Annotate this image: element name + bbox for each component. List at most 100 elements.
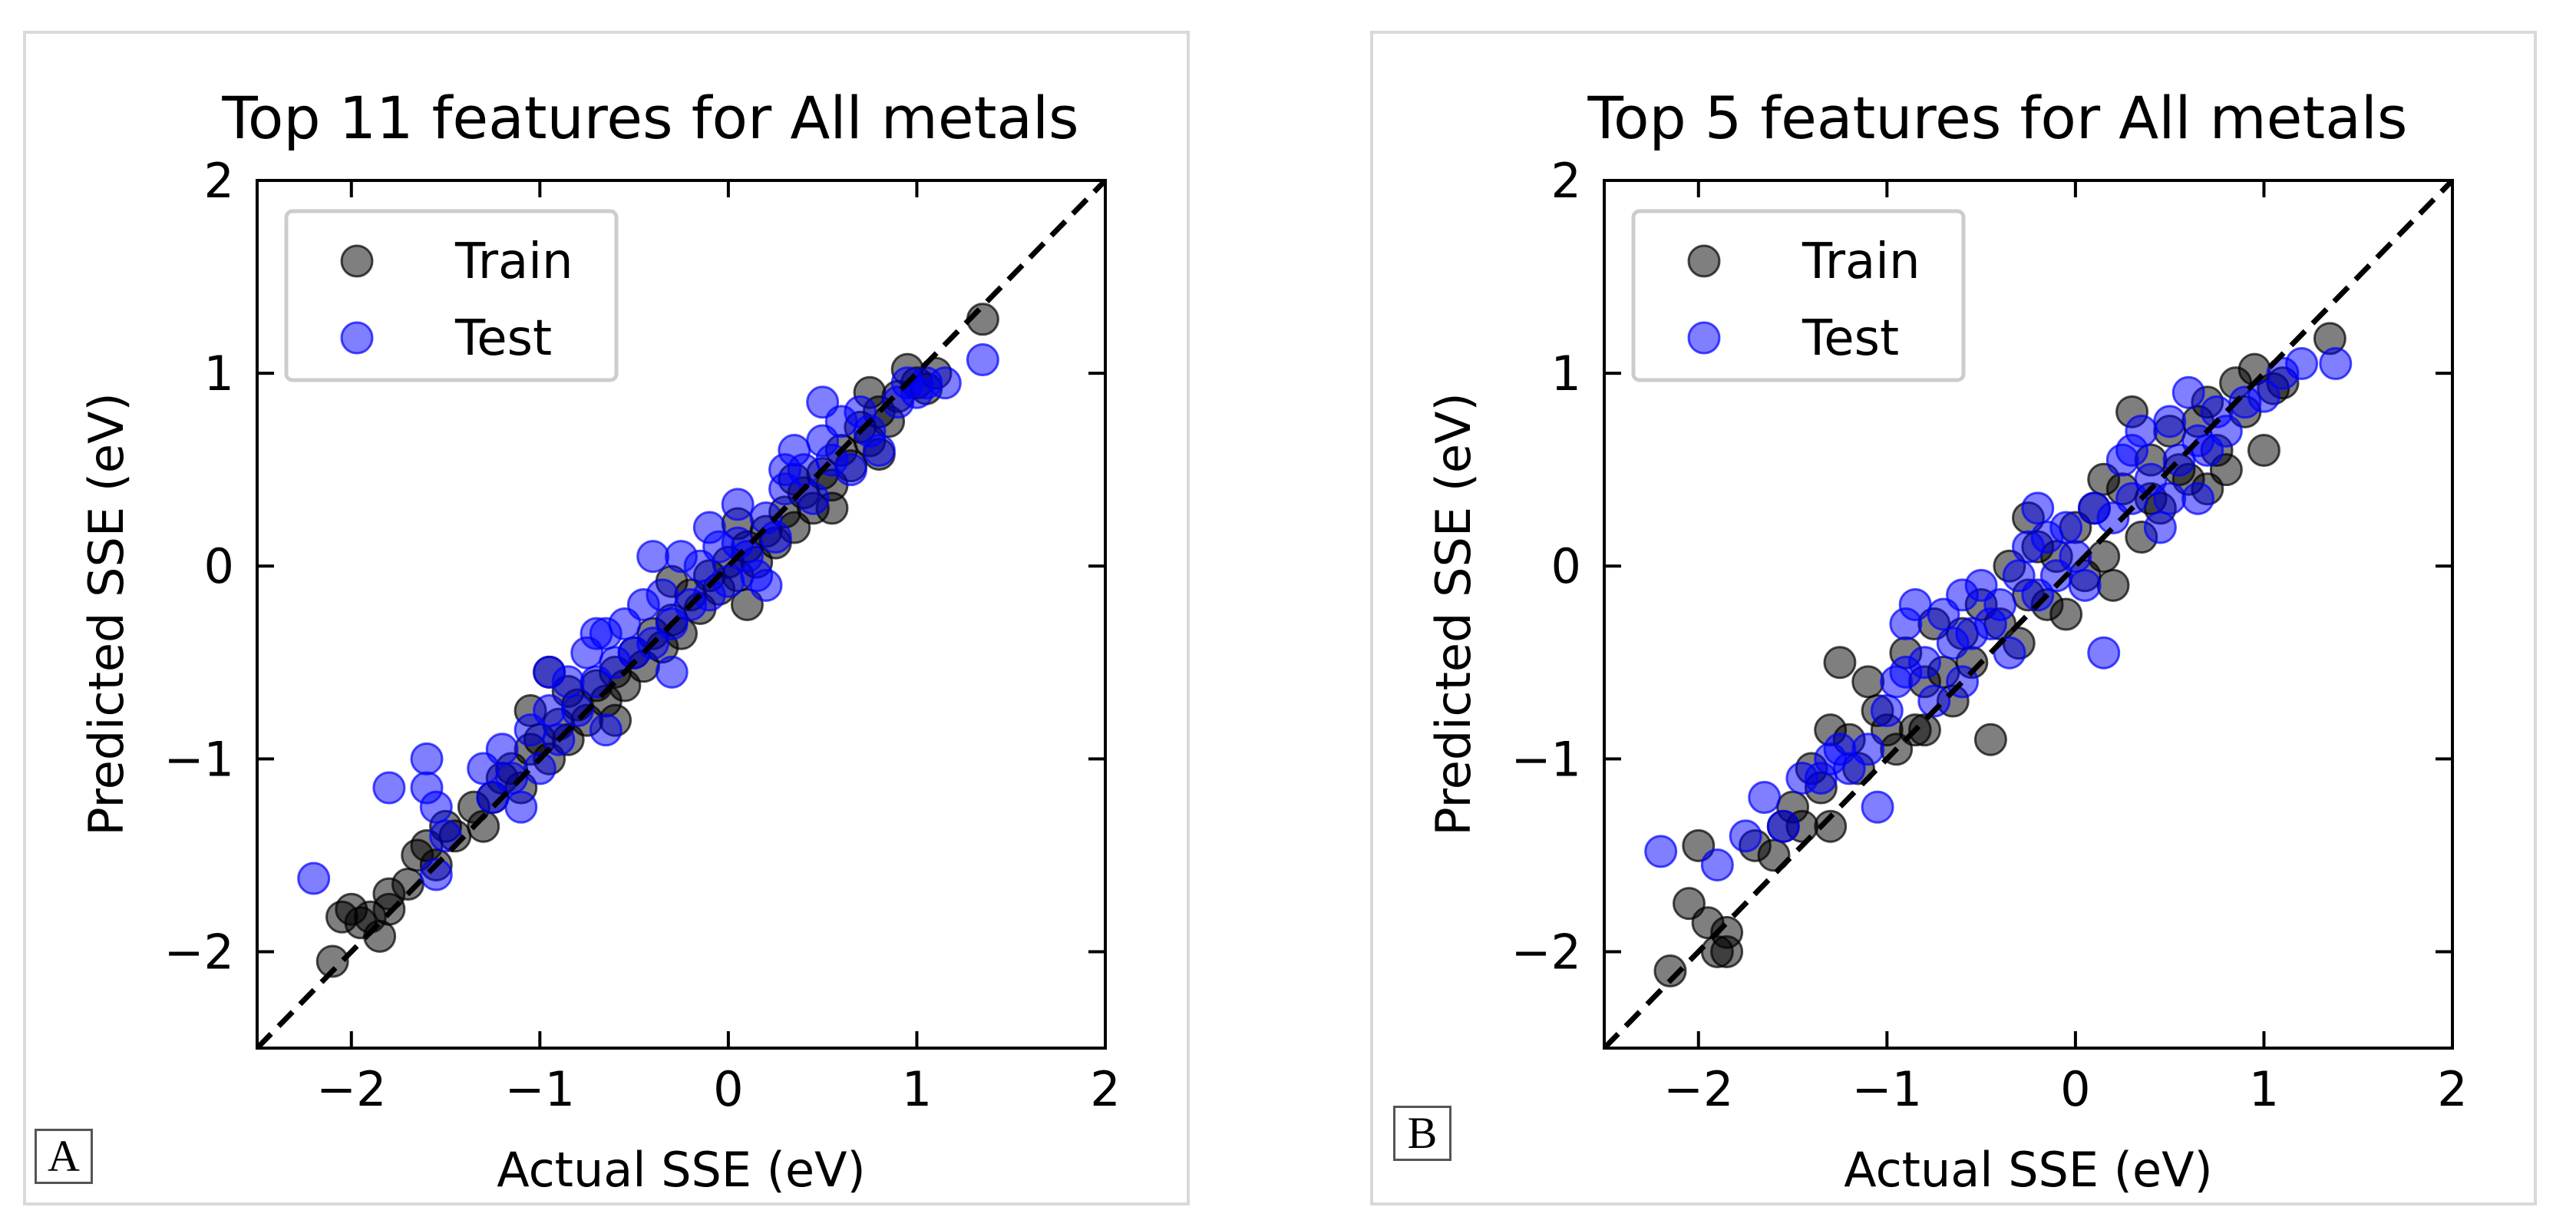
test-point: [749, 568, 783, 602]
y-tick-label: −2: [1511, 924, 1581, 980]
test-point: [1907, 646, 1941, 680]
test-point: [1729, 819, 1762, 853]
x-tick-label: −1: [505, 1061, 575, 1117]
test-point: [1861, 790, 1894, 824]
y-tick-label: 2: [1551, 153, 1581, 209]
x-axis-label: Actual SSE (eV): [1844, 1142, 2212, 1198]
test-point: [2021, 491, 2055, 525]
plot-area: [257, 180, 1105, 1048]
chart-panel-a: Top 11 features for All metals Actual SSE…: [78, 84, 1121, 1198]
y-axis-label: Predicted SSE (eV): [78, 392, 134, 835]
identity-line: [257, 180, 1105, 1048]
legend-label-test: Test: [454, 310, 552, 367]
test-point: [2059, 540, 2092, 574]
panel-b-frame: [1370, 31, 2537, 1206]
test-point: [655, 655, 689, 689]
panel-label-b: B: [1393, 1106, 1451, 1161]
legend-marker-train: [340, 244, 374, 278]
x-tick-label: 1: [902, 1061, 932, 1117]
test-point: [1823, 733, 1857, 766]
test-point: [2153, 481, 2187, 515]
test-point: [2115, 434, 2149, 468]
x-tick-label: 2: [1090, 1061, 1120, 1117]
y-tick-label: 1: [1551, 346, 1581, 402]
train-point: [1907, 713, 1941, 747]
test-point: [589, 713, 623, 747]
x-tick-label: −1: [1852, 1061, 1922, 1117]
test-point: [1644, 835, 1678, 868]
x-tick-label: 0: [713, 1061, 743, 1117]
test-point: [834, 453, 867, 487]
test-point: [533, 694, 566, 728]
train-point: [467, 809, 500, 843]
test-point: [1748, 781, 1782, 815]
test-point: [758, 521, 792, 554]
y-tick-label: −1: [1511, 731, 1581, 787]
chart-title: Top 5 features for All metals: [1587, 84, 2408, 152]
y-tick-label: 1: [204, 346, 234, 402]
x-tick-label: 0: [2060, 1061, 2090, 1117]
train-point: [1710, 934, 1744, 968]
x-axis-label: Actual SSE (eV): [497, 1142, 865, 1198]
test-point: [2181, 481, 2214, 515]
y-tick-label: −1: [164, 731, 234, 787]
test-point: [419, 858, 453, 891]
test-point: [768, 453, 802, 487]
train-point: [1823, 646, 1857, 680]
test-point: [1917, 684, 1951, 718]
test-point: [806, 385, 840, 419]
test-point: [580, 617, 613, 650]
test-point: [1889, 607, 1923, 641]
test-point: [862, 434, 896, 468]
test-point: [2153, 405, 2187, 438]
train-point: [1814, 809, 1848, 843]
x-tick-label: 1: [2249, 1061, 2279, 1117]
test-point: [372, 771, 406, 805]
test-point: [2247, 379, 2280, 413]
test-point: [2319, 347, 2353, 381]
legend-marker-test: [1687, 321, 1721, 355]
test-point: [646, 578, 679, 612]
chart-title: Top 11 features for All metals: [221, 84, 1078, 152]
train-point: [2049, 597, 2083, 631]
test-point: [533, 655, 566, 689]
identity-line: [1604, 180, 2452, 1048]
train-point: [2096, 568, 2130, 602]
legend-label-test: Test: [1802, 310, 1899, 367]
test-point: [2285, 347, 2319, 381]
train-point: [1653, 954, 1687, 988]
legend-marker-test: [340, 321, 374, 355]
test-point: [1870, 694, 1904, 728]
plot-frame: [1603, 179, 2454, 1050]
legend: Train Test: [1631, 209, 1966, 382]
test-point: [504, 790, 538, 824]
test-point: [1700, 848, 1734, 881]
train-point: [372, 892, 406, 926]
x-tick-label: −2: [316, 1061, 386, 1117]
test-point: [692, 511, 726, 544]
test-point: [636, 540, 670, 574]
test-point: [1983, 587, 2017, 621]
legend-label-train: Train: [1802, 233, 1920, 290]
test-point: [485, 733, 519, 766]
test-point: [297, 862, 331, 895]
test-point: [928, 366, 962, 400]
y-tick-label: 0: [1551, 538, 1581, 594]
plot-area: [1604, 180, 2452, 1048]
legend: Train Test: [284, 209, 619, 382]
test-point: [721, 488, 755, 521]
plot-frame: [256, 179, 1107, 1050]
test-point: [419, 790, 453, 824]
test-point: [523, 752, 556, 785]
chart-panel-b: Top 5 features for All metals Actual SSE …: [1425, 84, 2468, 1198]
y-axis-label: Predicted SSE (eV): [1425, 392, 1481, 835]
train-point: [2087, 540, 2121, 574]
test-point: [966, 343, 999, 377]
y-tick-label: 0: [204, 538, 234, 594]
test-point: [560, 694, 594, 728]
train-point: [2247, 434, 2280, 468]
train-point: [1973, 723, 2007, 756]
test-point: [2087, 636, 2121, 670]
test-point: [2049, 511, 2083, 544]
x-tick-label: −2: [1663, 1061, 1733, 1117]
